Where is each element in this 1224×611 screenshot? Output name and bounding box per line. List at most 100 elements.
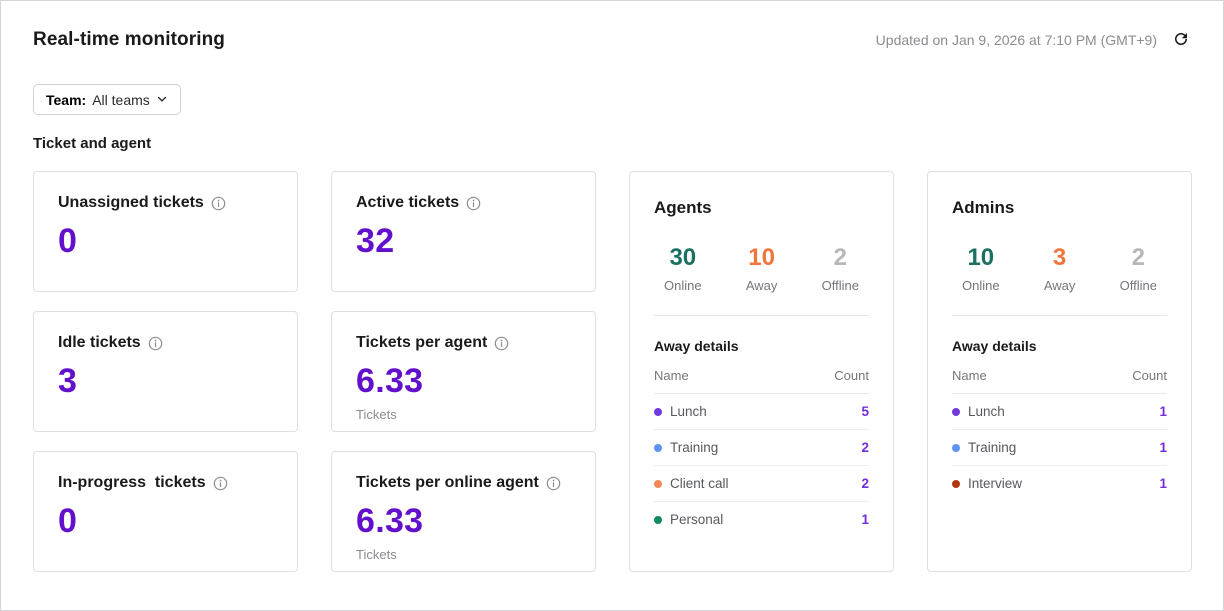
agents-panel: Agents 30 Online 10 Away 2 Offline Away …: [629, 171, 894, 572]
stat-card-idle-tickets: Idle tickets 3: [33, 311, 298, 432]
team-filter-value: All teams: [92, 91, 150, 108]
status-dot: [654, 515, 662, 524]
metrics-grid: Unassigned tickets 0 Active tickets 32 I…: [33, 171, 1192, 572]
stat-card-unit: [356, 267, 571, 282]
away-count-value: 2: [861, 476, 869, 491]
panel-divider: [654, 315, 869, 316]
stat-card-title: In-progress tickets: [58, 474, 206, 491]
status-dot: [654, 407, 662, 416]
stat-card-value: 3: [58, 362, 78, 400]
stat-card-value: 0: [58, 502, 78, 540]
info-icon[interactable]: [213, 476, 228, 491]
away-label: Away: [1043, 278, 1076, 293]
stat-card-title: Tickets per agent: [356, 334, 488, 351]
panel-divider: [952, 315, 1167, 316]
stat-card-unit: [58, 547, 273, 562]
offline-stat: 2 Offline: [822, 244, 859, 293]
column-header-count: Count: [834, 368, 869, 383]
page-header: Real-time monitoring Updated on Jan 9, 2…: [1, 1, 1223, 51]
away-stat: 3 Away: [1044, 244, 1076, 293]
away-count-value: 5: [861, 404, 869, 419]
away-reason: Training: [670, 440, 719, 455]
stat-card-unit: [58, 407, 273, 422]
chevron-down-icon: [156, 92, 168, 108]
online-label: Online: [962, 278, 1000, 293]
away-count-value: 2: [861, 440, 869, 455]
refresh-icon: [1172, 30, 1190, 51]
status-dot: [952, 407, 960, 416]
stat-card-value: 6.33: [356, 362, 424, 400]
stat-card-tickets-per-agent: Tickets per agent 6.33 Tickets: [331, 311, 596, 432]
away-count-value: 1: [1159, 404, 1167, 419]
away-details-title: Away details: [952, 338, 1037, 354]
column-header-name: Name: [654, 368, 689, 383]
column-header-count: Count: [1132, 368, 1167, 383]
panel-title: Agents: [654, 198, 712, 217]
away-reason: Personal: [670, 512, 724, 527]
stat-card-in-progress-tickets: In-progress tickets 0: [33, 451, 298, 572]
stat-card-title: Tickets per online agent: [356, 474, 539, 491]
offline-count: 2: [833, 244, 847, 271]
stat-card-unit: [58, 267, 273, 282]
away-reason: Training: [968, 440, 1017, 455]
away-details-title: Away details: [654, 338, 739, 354]
refresh-button[interactable]: [1171, 30, 1191, 50]
away-count-value: 1: [1159, 440, 1167, 455]
table-row: Client call 2: [654, 466, 869, 502]
table-row: Lunch 1: [952, 394, 1167, 430]
away-reason: Client call: [670, 476, 729, 491]
offline-label: Offline: [1119, 278, 1157, 293]
status-dot: [654, 443, 662, 452]
offline-label: Offline: [821, 278, 859, 293]
table-row: Interview 1: [952, 466, 1167, 501]
table-row: Training 2: [654, 430, 869, 466]
table-row: Training 1: [952, 430, 1167, 466]
team-filter-label: Team:: [46, 91, 87, 108]
stat-card-unit: Tickets: [356, 407, 397, 422]
away-count: 10: [748, 244, 775, 271]
info-icon[interactable]: [148, 336, 163, 351]
offline-count: 2: [1131, 244, 1145, 271]
info-icon[interactable]: [211, 196, 226, 211]
stat-card-active-tickets: Active tickets 32: [331, 171, 596, 292]
section-title: Ticket and agent: [33, 135, 152, 152]
online-label: Online: [664, 278, 702, 293]
info-icon[interactable]: [546, 476, 561, 491]
stat-card-value: 0: [58, 222, 78, 260]
page-title: Real-time monitoring: [33, 29, 226, 50]
away-reason: Lunch: [968, 404, 1005, 419]
offline-stat: 2 Offline: [1120, 244, 1157, 293]
stat-card-unassigned-tickets: Unassigned tickets 0: [33, 171, 298, 292]
info-icon[interactable]: [494, 336, 509, 351]
online-stat: 10 Online: [962, 244, 1000, 293]
column-header-name: Name: [952, 368, 987, 383]
stat-card-value: 6.33: [356, 502, 424, 540]
panel-title: Admins: [952, 198, 1015, 217]
away-count: 3: [1052, 244, 1067, 271]
away-stat: 10 Away: [746, 244, 778, 293]
status-dot: [952, 479, 960, 488]
team-filter-dropdown[interactable]: Team: All teams: [33, 84, 181, 115]
agents-status-stats: 30 Online 10 Away 2 Offline: [630, 218, 893, 315]
stat-card-title: Unassigned tickets: [58, 194, 204, 211]
away-count-value: 1: [1159, 476, 1167, 491]
online-count: 30: [669, 244, 697, 271]
away-reason: Lunch: [670, 404, 707, 419]
stat-card-unit: Tickets: [356, 547, 397, 562]
info-icon[interactable]: [466, 196, 481, 211]
table-row: Lunch 5: [654, 394, 869, 430]
stat-card-value: 32: [356, 222, 395, 260]
table-row: Personal 1: [654, 502, 869, 537]
away-label: Away: [745, 278, 778, 293]
status-dot: [952, 443, 960, 452]
away-details-table: Name Count Lunch 5 Training 2 Client cal…: [630, 354, 893, 537]
online-count: 10: [967, 244, 995, 271]
away-reason: Interview: [968, 476, 1023, 491]
online-stat: 30 Online: [664, 244, 702, 293]
stat-card-title: Idle tickets: [58, 334, 141, 351]
away-count-value: 1: [861, 512, 869, 527]
stat-card-title: Active tickets: [356, 194, 460, 211]
away-details-table: Name Count Lunch 1 Training 1 Interview …: [928, 354, 1191, 501]
last-updated-text: Updated on Jan 9, 2026 at 7:10 PM (GMT+9…: [875, 32, 1157, 48]
status-dot: [654, 479, 662, 488]
